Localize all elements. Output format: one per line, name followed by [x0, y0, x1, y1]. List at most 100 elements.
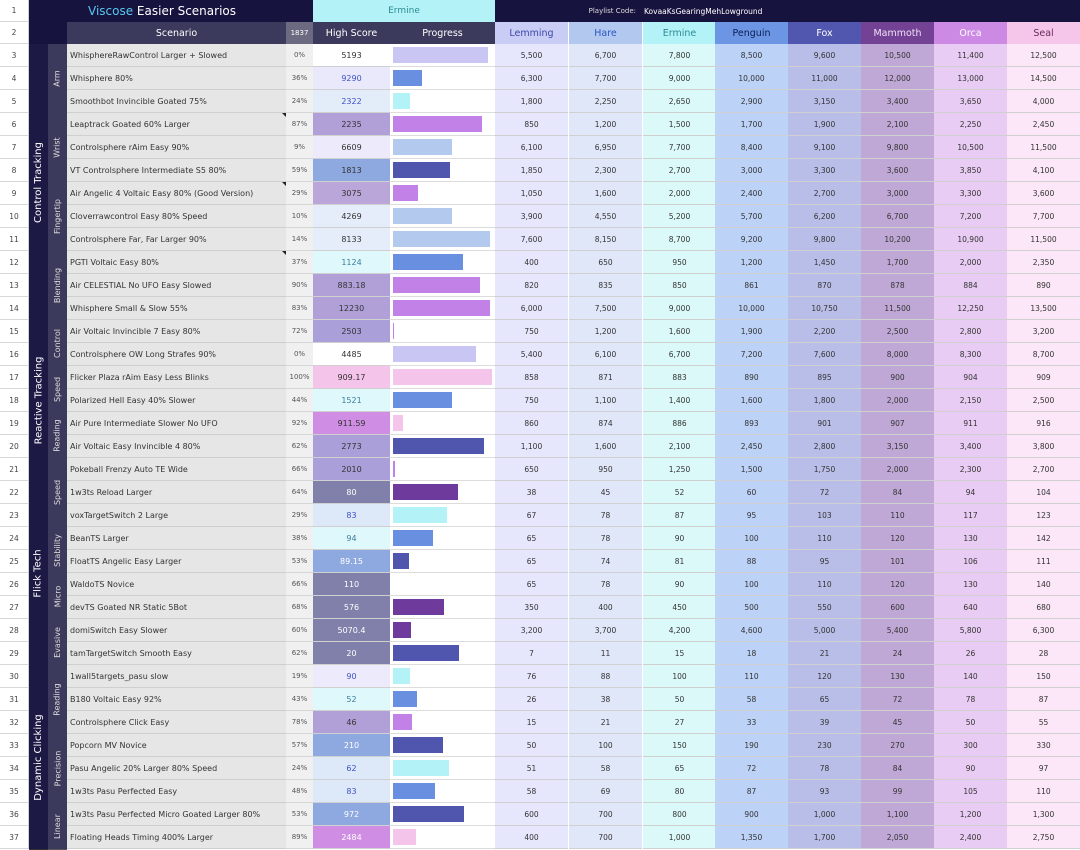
- progress-bar: [393, 507, 447, 523]
- scenario-name[interactable]: tamTargetSwitch Smooth Easy: [67, 642, 286, 665]
- category-label-text: Dynamic Clicking: [33, 713, 45, 801]
- rank-threshold-hare: 21: [569, 711, 642, 734]
- progress-cell: [390, 435, 495, 458]
- rank-threshold-orca: 26: [934, 642, 1007, 665]
- scenario-name[interactable]: 1w3ts Pasu Perfected Easy: [67, 780, 286, 803]
- scenario-name[interactable]: 1wall5targets_pasu slow: [67, 665, 286, 688]
- rank-threshold-hare: 400: [569, 596, 642, 619]
- row-number: 6: [0, 113, 29, 136]
- rank-threshold-lemming: 7,600: [495, 228, 568, 251]
- rank-threshold-hare: 74: [569, 550, 642, 573]
- rank-threshold-ermine: 87: [643, 504, 716, 527]
- rank-threshold-seal: 14,500: [1007, 67, 1080, 90]
- rank-threshold-penguin: 10,000: [715, 67, 788, 90]
- rank-threshold-orca: 11,400: [934, 44, 1007, 67]
- column-header-scenario[interactable]: Scenario: [67, 22, 286, 44]
- scenario-name[interactable]: Air Voltaic Easy Invincible 4 80%: [67, 435, 286, 458]
- completion-percent: 59%: [286, 159, 313, 182]
- rank-threshold-mammoth: 5,400: [861, 619, 934, 642]
- row-number: 7: [0, 136, 29, 159]
- row-number: 8: [0, 159, 29, 182]
- rank-threshold-mammoth: 3,000: [861, 182, 934, 205]
- progress-cell: [390, 90, 495, 113]
- rank-header-lemming[interactable]: Lemming: [495, 22, 568, 44]
- rank-threshold-hare: 11: [569, 642, 642, 665]
- rank-header-hare[interactable]: Hare: [569, 22, 642, 44]
- scenario-name[interactable]: Smoothbot Invincible Goated 75%: [67, 90, 286, 113]
- scenario-name[interactable]: FloatTS Angelic Easy Larger: [67, 550, 286, 573]
- rank-threshold-hare: 950: [569, 458, 642, 481]
- scenario-name[interactable]: VT Controlsphere Intermediate S5 80%: [67, 159, 286, 182]
- scenario-name[interactable]: Air Voltaic Invincible 7 Easy 80%: [67, 320, 286, 343]
- row-number: 10: [0, 205, 29, 228]
- rank-threshold-mammoth: 907: [861, 412, 934, 435]
- scenario-name[interactable]: Pokeball Frenzy Auto TE Wide: [67, 458, 286, 481]
- row-number: 5: [0, 90, 29, 113]
- scenario-name[interactable]: Flicker Plaza rAim Easy Less Blinks: [67, 366, 286, 389]
- rank-threshold-penguin: 8,400: [715, 136, 788, 159]
- completion-percent: 29%: [286, 504, 313, 527]
- completion-percent: 87%: [286, 113, 313, 136]
- row-number: 1: [0, 0, 29, 22]
- progress-cell: [390, 757, 495, 780]
- rank-header-seal[interactable]: Seal: [1007, 22, 1080, 44]
- scenario-name[interactable]: Leaptrack Goated 60% Larger: [67, 113, 286, 136]
- high-score: 5070.4: [313, 619, 390, 642]
- rank-threshold-ermine: 90: [643, 527, 716, 550]
- rank-header-mammoth[interactable]: Mammoth: [861, 22, 934, 44]
- rank-threshold-orca: 117: [934, 504, 1007, 527]
- rank-threshold-penguin: 10,000: [715, 297, 788, 320]
- rank-threshold-ermine: 1,000: [643, 826, 716, 849]
- scenario-name[interactable]: WhisphereRawControl Larger + Slowed: [67, 44, 286, 67]
- rank-threshold-seal: 123: [1007, 504, 1080, 527]
- rank-threshold-hare: 835: [569, 274, 642, 297]
- scenario-name[interactable]: 1w3ts Pasu Perfected Micro Goated Larger…: [67, 803, 286, 826]
- scenario-name[interactable]: devTS Goated NR Static 5Bot: [67, 596, 286, 619]
- scenario-name[interactable]: PGTI Voltaic Easy 80%: [67, 251, 286, 274]
- scenario-name[interactable]: BeanTS Larger: [67, 527, 286, 550]
- scenario-name[interactable]: WaldoTS Novice: [67, 573, 286, 596]
- progress-bar: [393, 254, 463, 270]
- scenario-name[interactable]: Controlsphere rAim Easy 90%: [67, 136, 286, 159]
- scenario-name[interactable]: Air Pure Intermediate Slower No UFO: [67, 412, 286, 435]
- scenario-name[interactable]: Air Angelic 4 Voltaic Easy 80% (Good Ver…: [67, 182, 286, 205]
- high-score: 4269: [313, 205, 390, 228]
- progress-cell: [390, 44, 495, 67]
- scenario-name[interactable]: Polarized Hell Easy 40% Slower: [67, 389, 286, 412]
- rank-threshold-orca: 2,800: [934, 320, 1007, 343]
- scenario-name[interactable]: Pasu Angelic 20% Larger 80% Speed: [67, 757, 286, 780]
- scenario-name[interactable]: 1w3ts Reload Larger: [67, 481, 286, 504]
- rank-header-penguin[interactable]: Penguin: [715, 22, 788, 44]
- scenario-name[interactable]: Controlsphere Far, Far Larger 90%: [67, 228, 286, 251]
- high-score: 90: [313, 665, 390, 688]
- column-header-progress[interactable]: Progress: [390, 22, 495, 44]
- rank-threshold-lemming: 3,900: [495, 205, 568, 228]
- scenario-name[interactable]: B180 Voltaic Easy 92%: [67, 688, 286, 711]
- rank-threshold-lemming: 750: [495, 320, 568, 343]
- playlist-code[interactable]: KovaaKsGearingMehLowground: [644, 6, 763, 16]
- progress-bar: [393, 208, 452, 224]
- scenario-name[interactable]: Floating Heads Timing 400% Larger: [67, 826, 286, 849]
- rank-threshold-fox: 901: [788, 412, 861, 435]
- scenario-name[interactable]: Controlsphere Click Easy: [67, 711, 286, 734]
- high-score: 5193: [313, 44, 390, 67]
- rank-threshold-orca: 2,000: [934, 251, 1007, 274]
- completion-percent: 44%: [286, 389, 313, 412]
- progress-bar: [393, 231, 490, 247]
- scenario-name[interactable]: Whisphere 80%: [67, 67, 286, 90]
- scenario-name[interactable]: Air CELESTIAL No UFO Easy Slowed: [67, 274, 286, 297]
- scenario-name[interactable]: Cloverrawcontrol Easy 80% Speed: [67, 205, 286, 228]
- scenario-name[interactable]: domiSwitch Easy Slower: [67, 619, 286, 642]
- scenario-name[interactable]: voxTargetSwitch 2 Large: [67, 504, 286, 527]
- progress-bar: [393, 760, 449, 776]
- rank-header-ermine[interactable]: Ermine: [643, 22, 716, 44]
- rank-threshold-fox: 9,100: [788, 136, 861, 159]
- rank-threshold-lemming: 15: [495, 711, 568, 734]
- rank-header-fox[interactable]: Fox: [788, 22, 861, 44]
- rank-header-orca[interactable]: Orca: [934, 22, 1007, 44]
- scenario-name[interactable]: Popcorn MV Novice: [67, 734, 286, 757]
- progress-bar: [393, 530, 433, 546]
- scenario-name[interactable]: Whisphere Small & Slow 55%: [67, 297, 286, 320]
- scenario-name[interactable]: Controlsphere OW Long Strafes 90%: [67, 343, 286, 366]
- column-header-high-score[interactable]: High Score: [313, 22, 390, 44]
